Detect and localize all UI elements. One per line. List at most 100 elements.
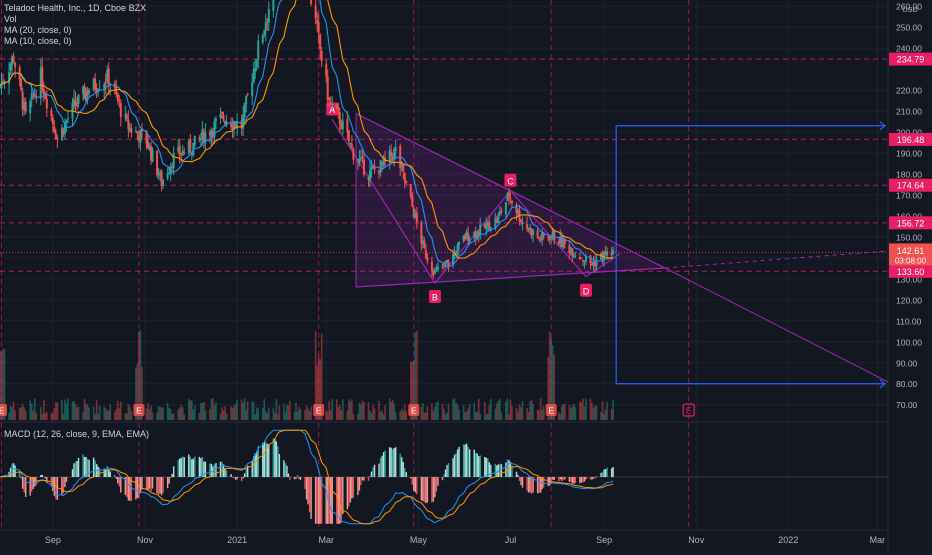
candle-body	[341, 120, 344, 130]
volume-bar	[230, 406, 232, 420]
candle-body	[476, 231, 479, 239]
volume-bar	[573, 404, 575, 420]
volume-bar	[109, 404, 112, 420]
volume-bar	[33, 398, 36, 420]
macd-histogram-bar	[41, 474, 43, 477]
candle-body	[606, 251, 609, 256]
volume-bar	[266, 413, 269, 420]
symbol-title[interactable]: Teladoc Health, Inc., 1D, Cboe BZX	[4, 3, 147, 13]
time-tick-label: Sep	[596, 535, 612, 545]
macd-histogram-bar	[304, 477, 306, 490]
volume-bar	[557, 412, 560, 420]
candle-body	[580, 257, 583, 259]
volume-bar	[3, 349, 6, 420]
macd-histogram-bar	[425, 477, 427, 504]
candle-body	[559, 236, 562, 244]
volume-bar	[589, 398, 592, 420]
volume-bar	[539, 398, 542, 420]
volume-bar	[325, 410, 328, 420]
macd-histogram-bar	[490, 464, 492, 477]
macd-histogram-bar	[53, 477, 56, 496]
candle-body	[507, 191, 510, 198]
candle-body	[446, 259, 449, 263]
candle-body	[211, 131, 214, 136]
candle-body	[267, 8, 270, 23]
volume-bar	[222, 410, 225, 420]
volume-bar	[585, 398, 587, 420]
projection-top-arrow	[879, 121, 886, 131]
volume-bar	[9, 405, 12, 420]
macd-histogram-bar	[215, 463, 217, 477]
candle-body	[553, 230, 556, 240]
volume-label[interactable]: Vol	[4, 14, 17, 24]
volume-bar	[14, 410, 16, 420]
candle-body	[393, 149, 396, 160]
candle-body	[520, 220, 523, 223]
volume-bar	[224, 406, 226, 420]
macd-label[interactable]: MACD (12, 26, close, 9, EMA, EMA)	[4, 429, 150, 439]
macd-histogram-bar	[573, 477, 575, 484]
abcd-zigzag	[331, 119, 621, 285]
volume-bar	[515, 407, 518, 420]
volume-bar	[203, 401, 205, 420]
candle-body	[529, 227, 532, 231]
price-tick-label: 220.00	[896, 86, 922, 96]
macd-histogram-bar	[225, 470, 228, 477]
candle-body	[180, 154, 183, 156]
candle-body	[517, 210, 519, 214]
volume-bar	[610, 408, 613, 420]
macd-histogram-bar	[266, 443, 269, 477]
candle-body	[240, 120, 243, 129]
volume-bar	[580, 402, 583, 420]
volume-bar	[349, 401, 352, 420]
volume-bar	[583, 406, 586, 420]
volume-bar	[62, 414, 65, 420]
volume-bar	[180, 405, 183, 420]
volume-bar	[603, 413, 605, 420]
candle-body	[337, 106, 340, 111]
candle-body	[394, 147, 397, 151]
volume-bar	[508, 414, 510, 420]
macd-histogram-bar	[547, 477, 549, 487]
volume-bar	[338, 404, 341, 420]
volume-bar	[56, 402, 59, 420]
candle-body	[204, 132, 207, 143]
candle-body	[479, 224, 482, 235]
volume-bar	[437, 401, 439, 420]
volume-bar	[139, 330, 142, 420]
candle-body	[62, 129, 65, 134]
candle-body	[477, 232, 480, 236]
volume-bar	[30, 403, 33, 420]
price-axis[interactable]: 260.00 250.00 240.00 220.00 210.00 200.00 190.…	[889, 0, 932, 550]
macd-histogram-bar	[367, 477, 370, 481]
candle-body	[261, 35, 264, 43]
macd-histogram-bar	[570, 477, 572, 482]
volume-bar	[97, 413, 99, 420]
volume-bar	[264, 410, 267, 420]
candle-body	[539, 239, 542, 241]
candle-body	[488, 222, 491, 231]
projection[interactable]	[615, 121, 886, 389]
macd-histogram-bar	[612, 467, 614, 477]
price-tick-label: 150.00	[896, 232, 922, 242]
ma-20-label[interactable]: MA (20, close, 0)	[4, 25, 72, 35]
macd-histogram-bar	[603, 469, 605, 477]
time-axis[interactable]: Sep Nov 2021 Mar May Jul Sep Nov 2022 Mar	[45, 535, 885, 545]
macd-histogram-bar	[349, 477, 352, 503]
macd-histogram-bar	[320, 477, 323, 524]
candle-body	[455, 251, 458, 255]
candle-body	[214, 119, 217, 122]
macd-histogram-bar	[327, 477, 329, 524]
candle-body	[316, 20, 319, 24]
volume-bar	[0, 350, 1, 420]
candle-body	[391, 157, 394, 160]
ma-10-label[interactable]: MA (10, close, 0)	[4, 36, 72, 46]
horizontal-levels[interactable]	[0, 0, 888, 530]
volume-bar	[337, 406, 340, 420]
volume-bar	[76, 407, 78, 420]
macd-histogram-bar	[12, 463, 15, 477]
candle-body	[97, 90, 100, 93]
